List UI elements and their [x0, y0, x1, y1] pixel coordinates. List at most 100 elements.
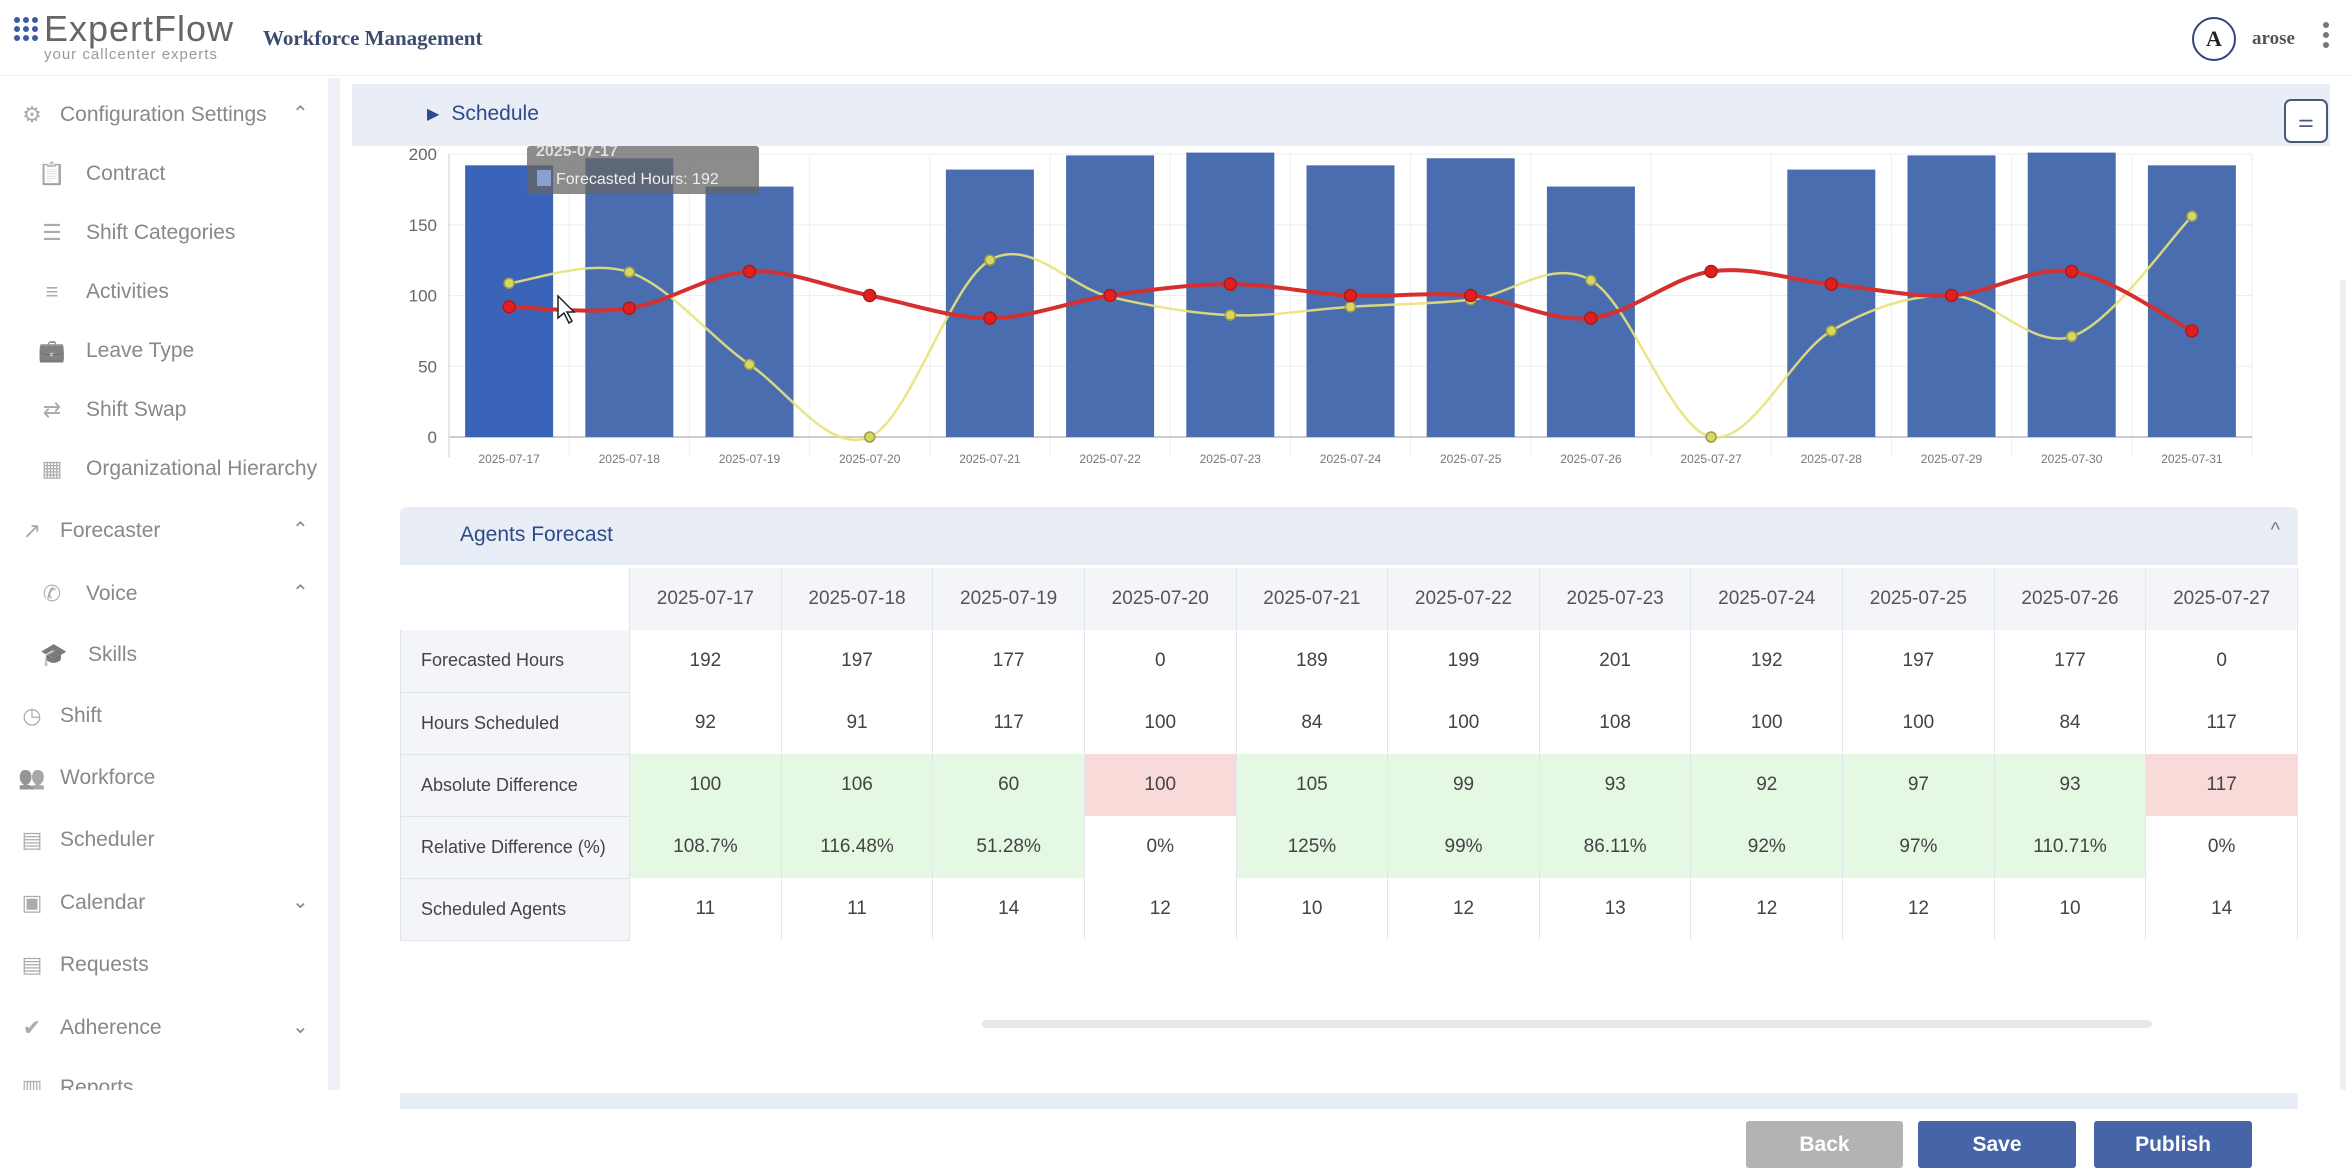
table-cell: 93 [1539, 754, 1692, 816]
chevron-up-icon[interactable]: ⌃ [292, 519, 309, 541]
sidebar-item-adherence[interactable]: ✔ Adherence [18, 1014, 162, 1042]
table-cell: 110.71% [1994, 816, 2147, 878]
next-section-header[interactable] [400, 1093, 2298, 1109]
checklist-icon: ≡ [45, 279, 59, 304]
sidebar-item-forecaster[interactable]: ↗ Forecaster [18, 517, 161, 545]
expertflow-logo[interactable]: ExpertFlow your callcenter experts [14, 8, 234, 63]
sidebar-item-configuration-settings[interactable]: ⚙ Configuration Settings [18, 101, 267, 129]
sidebar-item-label: Leave Type [86, 339, 195, 362]
sidebar-item-requests[interactable]: ▤ Requests [18, 951, 149, 979]
table-cell: 117 [932, 692, 1085, 754]
sidebar-item-organizational-hierarchy[interactable]: ▦ Organizational Hierarchy [38, 455, 318, 483]
tooltip-swatch [537, 170, 551, 186]
hours-scheduled-point [1944, 288, 1959, 303]
sidebar-item-label: Shift Categories [86, 221, 236, 244]
chevron-down-icon[interactable]: ⌄ [292, 1016, 309, 1038]
x-tick-label: 2025-07-31 [2161, 452, 2223, 466]
table-cell: 116.48% [781, 816, 934, 878]
avatar[interactable]: A [2192, 17, 2236, 61]
sidebar-item-label: Organizational Hierarchy [86, 457, 318, 480]
table-cell: 84 [1236, 692, 1389, 754]
back-button[interactable]: Back [1746, 1121, 1903, 1168]
hours-scheduled-point [502, 300, 516, 314]
row-label: Relative Difference (%) [400, 816, 631, 879]
table-cell: 100 [1842, 692, 1995, 754]
sidebar-item-label: Voice [86, 582, 138, 605]
publish-button[interactable]: Publish [2094, 1121, 2252, 1168]
phone-icon: ✆ [42, 581, 62, 606]
agents-forecast-header[interactable]: Agents Forecast ^ [400, 507, 2298, 565]
y-tick-label: 150 [409, 216, 437, 235]
sidebar-item-calendar[interactable]: ▣ Calendar [18, 889, 146, 917]
vertical-scrollbar[interactable] [2340, 280, 2346, 1090]
sidebar-item-label: Skills [88, 643, 138, 666]
more-options-icon[interactable] [2323, 22, 2331, 48]
relative-difference-point [2186, 210, 2198, 223]
table-cell: 100 [1690, 692, 1844, 754]
relative-difference-point [2065, 330, 2078, 343]
filter-settings-button[interactable]: ⚌ [2284, 99, 2328, 143]
sidebar-item-label: Forecaster [60, 519, 161, 542]
table-cell: 60 [932, 754, 1085, 816]
sidebar-item-shift-categories[interactable]: ☰ Shift Categories [38, 219, 235, 247]
sidebar-item-shift-swap[interactable]: ⇄ Shift Swap [38, 396, 187, 424]
hours-scheduled-point [1343, 288, 1358, 303]
schedule-title: Schedule [451, 102, 539, 125]
schedule-header[interactable]: ▶ Schedule ⚌ [352, 84, 2330, 146]
table-cell: 84 [1994, 692, 2147, 754]
horizontal-scrollbar[interactable] [982, 1020, 2152, 1028]
x-tick-label: 2025-07-19 [719, 452, 781, 466]
table-cell: 192 [629, 630, 782, 692]
table-cell: 92 [629, 692, 782, 754]
save-button[interactable]: Save [1918, 1121, 2076, 1168]
table-row: Absolute Difference 100 106 60 100 105 99 93 92 9… [400, 754, 2298, 817]
table-cell: 100 [1387, 692, 1540, 754]
x-tick-label: 2025-07-24 [1320, 452, 1382, 466]
hours-scheduled-point [622, 301, 637, 315]
sidebar-item-scheduler[interactable]: ▤ Scheduler [18, 826, 155, 854]
sidebar-item-label: Workforce [60, 766, 156, 789]
sidebar-item-contract[interactable]: 📋 Contract [38, 160, 165, 188]
chevron-down-icon[interactable]: ⌄ [292, 891, 309, 913]
chevron-up-icon[interactable]: ⌃ [292, 582, 309, 604]
hours-scheduled-point [1223, 277, 1238, 291]
chevron-up-icon[interactable]: ⌃ [292, 103, 309, 125]
x-tick-label: 2025-07-20 [839, 452, 901, 466]
check-circle-icon: ✔ [22, 1015, 42, 1040]
sidebar-item-leave-type[interactable]: 💼 Leave Type [38, 337, 194, 365]
agents-forecast-table: 2025-07-17 2025-07-18 2025-07-19 2025-07-20… [400, 568, 2298, 1024]
relative-difference-point [623, 266, 636, 278]
x-tick-label: 2025-07-22 [1079, 452, 1141, 466]
sidebar-item-shift[interactable]: ◷ Shift [18, 702, 102, 730]
table-cell: 14 [2145, 878, 2298, 940]
table-cell: 11 [629, 878, 782, 940]
y-tick-label: 100 [409, 287, 437, 306]
x-tick-label: 2025-07-17 [478, 452, 540, 466]
table-cell: 14 [932, 878, 1085, 940]
table-cell: 117 [2145, 754, 2298, 816]
hours-scheduled-point [1824, 277, 1839, 291]
caret-right-icon: ▶ [427, 106, 440, 123]
table-cell: 0 [2145, 630, 2298, 692]
row-label: Scheduled Agents [400, 878, 631, 941]
forecast-bar [2027, 152, 2116, 437]
agents-forecast-title: Agents Forecast [460, 523, 613, 546]
table-header-row: 2025-07-17 2025-07-18 2025-07-19 2025-07-20… [400, 568, 2298, 630]
sidebar-item-label: Calendar [60, 891, 146, 914]
table-row: Scheduled Agents 11 11 14 12 10 12 13 12 12 10 14 [400, 878, 2298, 941]
x-tick-label: 2025-07-27 [1680, 452, 1742, 466]
table-cell: 12 [1084, 878, 1237, 940]
table-cell: 86.11% [1539, 816, 1692, 878]
logo-tagline: your callcenter experts [44, 46, 218, 63]
sidebar-item-label: Activities [86, 280, 169, 303]
sidebar-item-reports[interactable]: ▥ Reports [18, 1074, 134, 1090]
sidebar-item-voice[interactable]: ✆ Voice [38, 580, 138, 608]
sidebar-item-label: Contract [86, 162, 166, 185]
sidebar-item-workforce[interactable]: 👥 Workforce [18, 764, 155, 792]
sidebar-item-activities[interactable]: ≡ Activities [38, 278, 169, 306]
username[interactable]: arose [2252, 28, 2295, 49]
sidebar: ⚙ Configuration Settings ⌃ 📋 Contract ☰ Shift … [0, 78, 340, 1090]
hours-scheduled-point [1463, 288, 1478, 303]
chevron-up-icon[interactable]: ^ [2270, 519, 2280, 541]
sidebar-item-skills[interactable]: 🎓 Skills [40, 641, 137, 669]
